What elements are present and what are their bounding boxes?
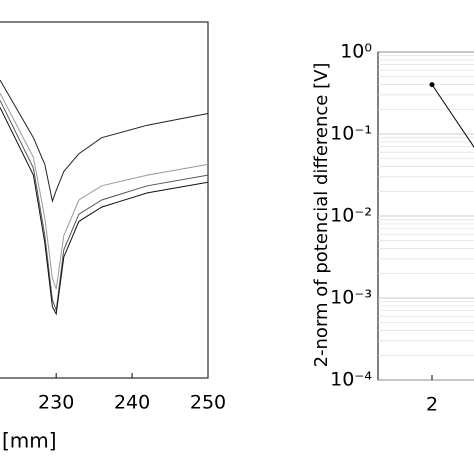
x-tick-label: 230 <box>38 392 74 414</box>
x-tick-label: 250 <box>190 392 226 414</box>
left-frame <box>0 21 209 379</box>
y-axis-label: 2-norm of potencial difference [V] <box>311 63 332 368</box>
data-line <box>431 84 474 148</box>
y-tick-label: 10⁻⁴ <box>330 369 372 391</box>
x-tick-label: 2 <box>426 394 438 416</box>
y-tick-label: 10⁰ <box>340 41 372 63</box>
y-tick-label: 10⁻³ <box>330 287 372 309</box>
x-tick-label: 240 <box>114 392 150 414</box>
x-axis-label: [mm] <box>2 429 57 453</box>
y-tick-label: 10⁻² <box>330 205 372 227</box>
data-line <box>0 100 209 311</box>
data-line <box>0 92 209 290</box>
y-tick-label: 10⁻¹ <box>330 123 372 145</box>
data-line <box>0 107 209 316</box>
data-line <box>0 79 209 203</box>
data-point <box>429 82 435 88</box>
